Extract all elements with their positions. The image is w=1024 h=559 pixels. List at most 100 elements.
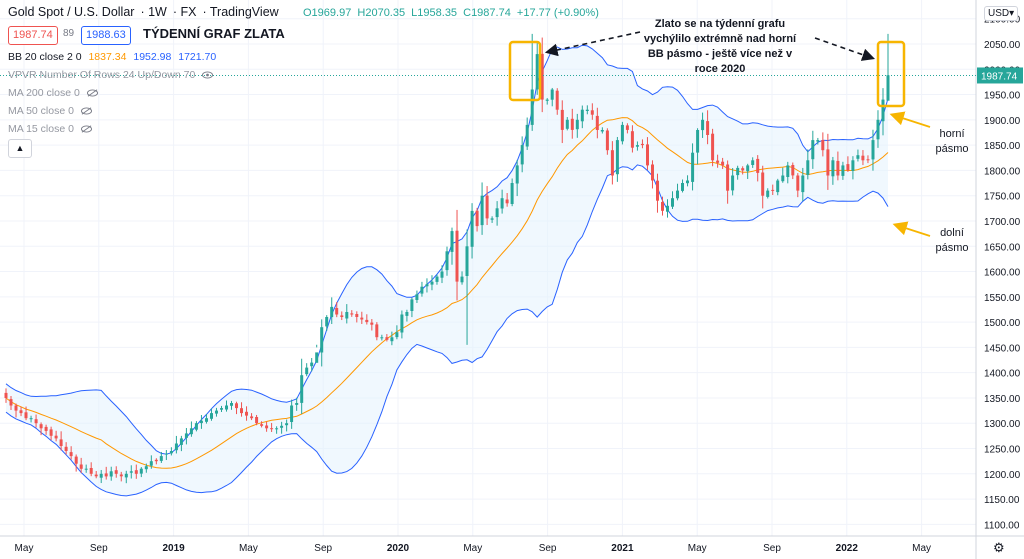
- price-tick-label: 1200.00: [984, 470, 1021, 481]
- candle-body: [24, 412, 28, 419]
- change-value: +17.77 (+0.90%): [516, 7, 599, 19]
- price-tick-label: 1300.00: [984, 419, 1021, 430]
- candle-body: [395, 332, 399, 338]
- candle-body: [109, 471, 113, 477]
- buy-button[interactable]: 1988.63: [81, 26, 131, 45]
- candle-body: [651, 164, 654, 181]
- price-tick-label: 1950.00: [984, 91, 1021, 102]
- candle-body: [771, 189, 775, 191]
- candle-body: [94, 474, 98, 477]
- candle-body: [465, 246, 469, 276]
- eye-hidden-icon[interactable]: [80, 125, 92, 133]
- indicator-bb[interactable]: BB 20 close 2 0 1837.34 1952.98 1721.70: [8, 51, 216, 63]
- candle-body: [390, 337, 394, 342]
- candle-body: [806, 160, 810, 175]
- candle-body: [736, 167, 740, 176]
- price-tick-label: 1500.00: [984, 318, 1021, 329]
- collapse-legend-button[interactable]: ▲: [8, 139, 32, 158]
- candles: [4, 33, 890, 484]
- candle-body: [525, 124, 529, 147]
- candle-body: [635, 145, 639, 147]
- candle-body: [189, 428, 193, 435]
- candle-body: [44, 426, 48, 431]
- candle-body: [841, 165, 845, 176]
- bb-middle-line: [5, 117, 889, 469]
- time-tick-label: May: [463, 543, 482, 554]
- candle-body: [144, 466, 148, 470]
- candle-body: [731, 175, 735, 191]
- symbol-header[interactable]: Gold Spot / U.S. Dollar · 1W · FX · Trading…: [8, 5, 279, 19]
- candle-body: [350, 313, 354, 315]
- candle-body: [340, 315, 344, 317]
- candle-body: [385, 337, 389, 340]
- candle-body: [646, 144, 649, 166]
- candle-body: [410, 299, 414, 311]
- time-tick-label: Sep: [90, 543, 108, 554]
- last-price-label: 1987.74: [981, 71, 1018, 82]
- indicator-ma50[interactable]: MA 50 close 0: [8, 105, 92, 117]
- candle-body: [325, 317, 329, 327]
- time-tick-label: Sep: [539, 543, 557, 554]
- candle-body: [194, 423, 198, 430]
- time-tick-label: 2021: [611, 543, 634, 554]
- candle-body: [119, 474, 123, 477]
- indicator-vpvr[interactable]: VPVR Number Of Rows 24 Up/Down 70: [8, 69, 214, 81]
- interval-label[interactable]: 1W: [148, 5, 167, 19]
- candle-body: [595, 115, 599, 130]
- candle-body: [590, 110, 594, 115]
- sell-button[interactable]: 1987.74: [8, 26, 58, 45]
- candle-body: [250, 416, 254, 419]
- highlight-box-2022: [876, 40, 906, 108]
- ma50-label: MA 50 close 0: [8, 105, 74, 117]
- candle-body: [726, 164, 730, 191]
- arrow-to-2020: [544, 31, 641, 57]
- eye-hidden-icon[interactable]: [86, 89, 98, 97]
- candle-body: [826, 149, 830, 176]
- candle-body: [420, 286, 424, 294]
- candle-body: [791, 165, 795, 176]
- eye-hidden-icon[interactable]: [80, 107, 92, 115]
- candle-body: [550, 89, 554, 100]
- indicator-ma200[interactable]: MA 200 close 0: [8, 87, 98, 99]
- candle-body: [360, 317, 364, 320]
- candle-body: [315, 352, 319, 363]
- time-tick-label: May: [239, 543, 258, 554]
- indicator-ma15[interactable]: MA 15 close 0: [8, 123, 92, 135]
- bb-lower-line: [5, 164, 889, 497]
- candle-body: [811, 140, 815, 160]
- exchange-label: FX: [180, 5, 197, 19]
- candle-body: [876, 119, 880, 140]
- candle-body: [490, 218, 494, 220]
- candle-body: [520, 145, 524, 165]
- candle-body: [164, 453, 168, 455]
- settings-gear-icon[interactable]: ⚙: [993, 540, 1005, 555]
- candle-body: [305, 367, 309, 375]
- candle-body: [701, 119, 705, 131]
- candle-body: [881, 99, 885, 122]
- candle-body: [570, 118, 574, 130]
- close-value: C1987.74: [463, 7, 511, 19]
- candle-body: [871, 140, 875, 160]
- candle-body: [475, 210, 479, 227]
- candle-body: [84, 468, 88, 470]
- candle-body: [365, 319, 369, 323]
- price-tick-label: 1750.00: [984, 192, 1021, 203]
- candle-body: [149, 461, 153, 466]
- candle-body: [240, 408, 243, 414]
- candle-body: [39, 424, 43, 429]
- candle-body: [310, 362, 314, 367]
- candle-body: [375, 324, 379, 338]
- time-tick-label: May: [912, 543, 931, 554]
- price-tick-label: 1800.00: [984, 166, 1021, 177]
- candle-body: [741, 168, 745, 171]
- candle-body: [656, 180, 659, 201]
- eye-icon[interactable]: [202, 71, 214, 79]
- candle-body: [575, 119, 579, 130]
- candle-body: [430, 281, 434, 285]
- currency-select[interactable]: USD▾: [984, 6, 1019, 21]
- candle-body: [746, 165, 750, 172]
- highlight-box-2020: [508, 40, 542, 102]
- bb-lower-value: 1721.70: [178, 51, 217, 63]
- candle-body: [696, 130, 700, 153]
